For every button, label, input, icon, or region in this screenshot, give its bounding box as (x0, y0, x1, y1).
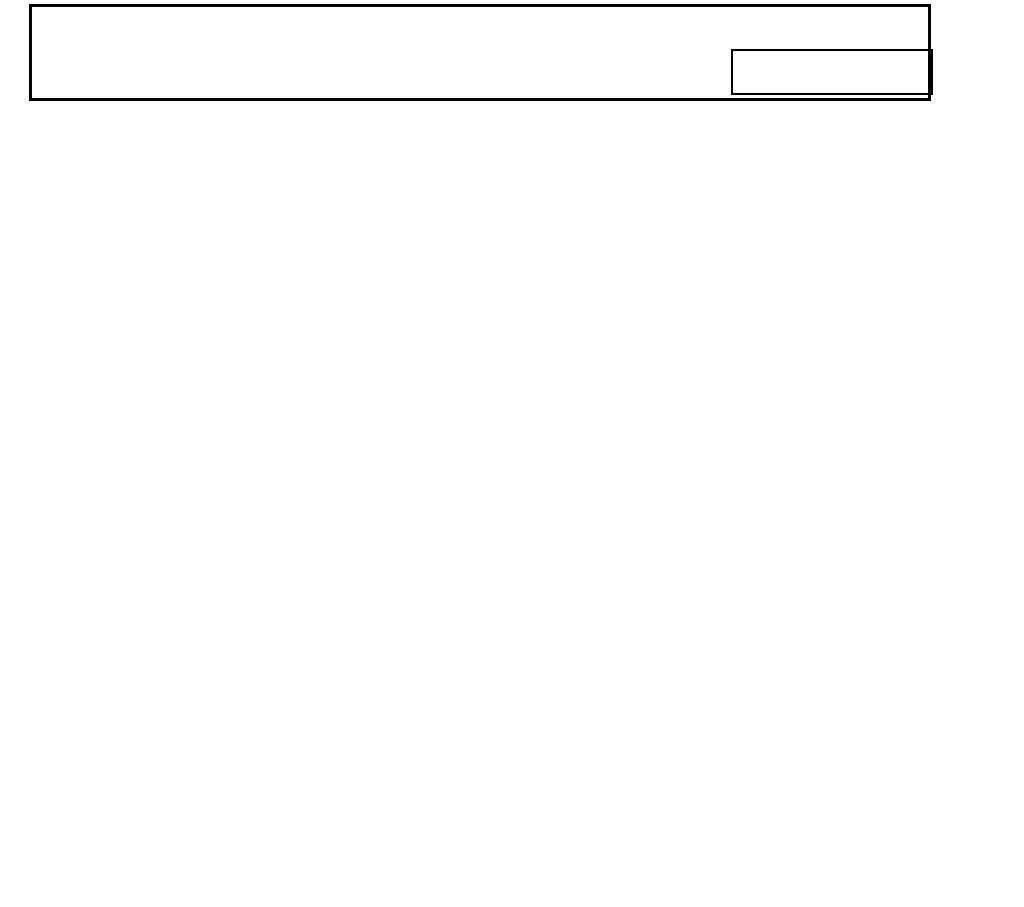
legend (29, 4, 933, 101)
core-incl-legend-box (731, 49, 933, 95)
